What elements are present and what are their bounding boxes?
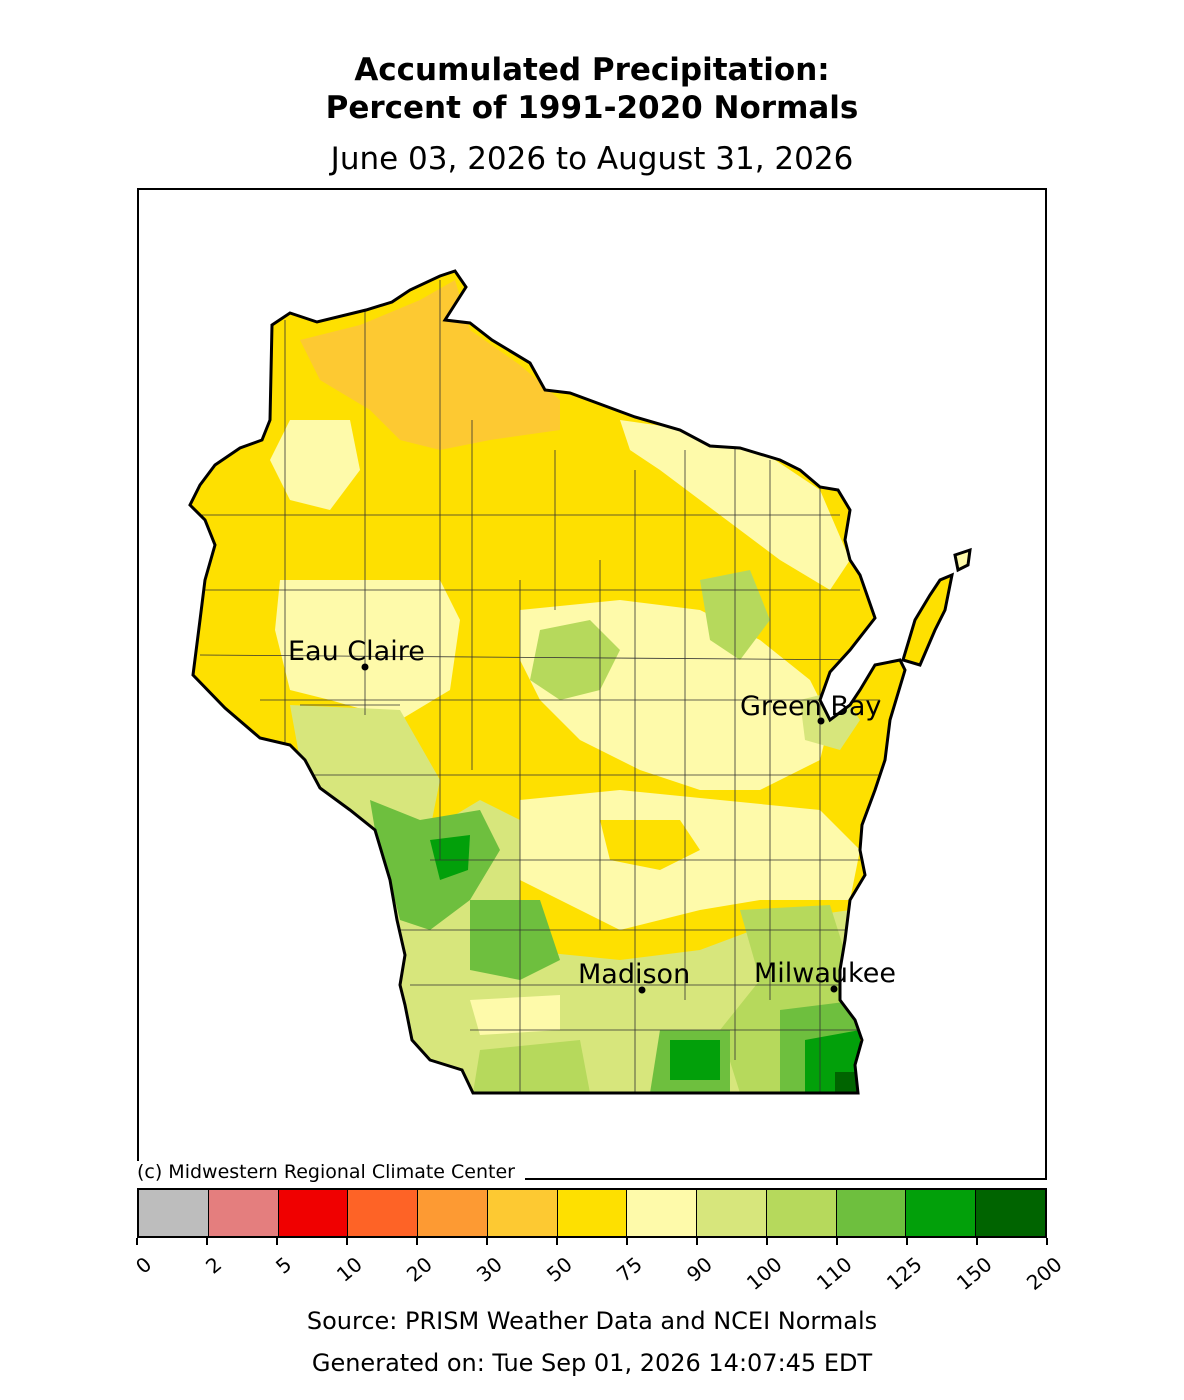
city-green-bay: Green Bay (740, 691, 881, 722)
source-note: Source: PRISM Weather Data and NCEI Norm… (306, 1307, 878, 1335)
county-lines (199, 280, 881, 1093)
copyright-note: (c) Midwestern Regional Climate Center (137, 1161, 525, 1183)
legend-colorbar (137, 1188, 1047, 1238)
region-75-90-south-sw (470, 995, 560, 1035)
legend-bin-9 (766, 1190, 837, 1236)
city-milwaukee: Milwaukee (754, 958, 896, 989)
city-eau-claire: Eau Claire (288, 636, 425, 667)
map-frame (137, 188, 1047, 1180)
door-peninsula (901, 572, 955, 667)
legend-bin-4 (418, 1190, 488, 1236)
region-30-50-north (300, 280, 560, 450)
date-range: June 03, 2026 to August 31, 2026 (330, 141, 854, 177)
washington-island (953, 547, 972, 573)
region-110-125-south-west (470, 900, 560, 980)
legend-bin-10 (836, 1190, 907, 1236)
eau-claire-dot (361, 663, 369, 671)
region-100-110-central (530, 620, 620, 700)
legend-bin-0 (139, 1190, 209, 1236)
madison-dot (638, 986, 646, 994)
map-title-line2: Percent of 1991-2020 Normals (325, 90, 859, 126)
region-110-125-sw (370, 800, 500, 930)
map-title-line1: Accumulated Precipitation: (354, 52, 830, 88)
legend-bin-6 (557, 1190, 628, 1236)
legend-bin-11 (906, 1190, 977, 1236)
region-75-90-west (275, 580, 460, 720)
city-madison: Madison (578, 959, 690, 990)
city-markers: Eau Claire Green Bay Madison Milwaukee (288, 636, 896, 994)
legend-bin-3 (348, 1190, 419, 1236)
legend-bin-1 (208, 1190, 279, 1236)
legend-bin-2 (278, 1190, 349, 1236)
region-150-200-se (835, 1072, 860, 1093)
region-125-150-south (670, 1040, 720, 1080)
legend-bin-7 (627, 1190, 698, 1236)
region-50-75-south-central (600, 820, 700, 870)
green-bay-dot (817, 717, 825, 725)
milwaukee-dot (830, 985, 838, 993)
legend-bin-12 (976, 1190, 1045, 1236)
region-75-90-nw (270, 420, 360, 510)
generated-timestamp: Generated on: Tue Sep 01, 2026 14:07:45 … (311, 1349, 873, 1377)
region-100-110-south-sw (473, 1040, 590, 1093)
legend-bin-8 (697, 1190, 767, 1236)
legend-bin-5 (487, 1190, 558, 1236)
